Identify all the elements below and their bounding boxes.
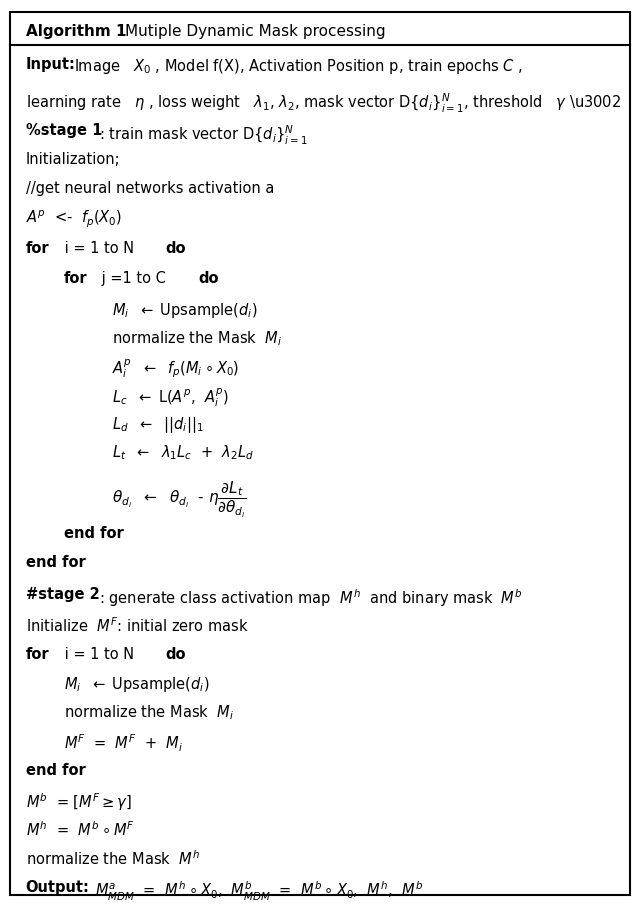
Text: $M_{MDM}^{a}$  =  $M^h \circ X_0$,  $M_{MDM}^{b}$  =  $M^b \circ X_0$,  $M^h$,  : $M_{MDM}^{a}$ = $M^h \circ X_0$, $M_{MDM… [95,880,423,902]
Text: for: for [26,647,49,661]
Text: $M_i$  $\leftarrow$ Upsample$(d_i)$: $M_i$ $\leftarrow$ Upsample$(d_i)$ [112,301,258,320]
Text: : train mask vector D$\{d_i\}_{i=1}^{N}$: : train mask vector D$\{d_i\}_{i=1}^{N}$ [99,123,308,147]
Text: learning rate   $\eta$ , loss weight   $\lambda_1$, $\lambda_2$, mask vector D$\: learning rate $\eta$ , loss weight $\lam… [26,92,621,115]
Text: $A^p$  <-  $f_p(X_0)$: $A^p$ <- $f_p(X_0)$ [26,209,122,230]
Text: $M^F$  =  $M^F$  +  $M_i$: $M^F$ = $M^F$ + $M_i$ [64,732,183,754]
Text: Output:: Output: [26,880,90,894]
Text: do: do [198,271,219,286]
Text: do: do [165,241,186,256]
Text: end for: end for [64,525,124,541]
Text: Initialization;: Initialization; [26,152,120,167]
Text: $A_i^p$  $\leftarrow$  $f_p(M_i \circ X_0)$: $A_i^p$ $\leftarrow$ $f_p(M_i \circ X_0)… [112,358,239,381]
Text: $M_i$  $\leftarrow$ Upsample$(d_i)$: $M_i$ $\leftarrow$ Upsample$(d_i)$ [64,675,210,694]
Text: Image   $X_0$ , Model f(X), Activation Position p, train epochs $C$ ,: Image $X_0$ , Model f(X), Activation Pos… [74,57,523,76]
Text: do: do [165,647,186,661]
Text: end for: end for [26,555,85,570]
Text: Input:: Input: [26,57,76,72]
FancyBboxPatch shape [10,12,630,895]
Text: $M^b$  = $[M^F \geq \gamma]$: $M^b$ = $[M^F \geq \gamma]$ [26,792,131,814]
Text: //get neural networks activation a: //get neural networks activation a [26,180,274,196]
Text: Mutiple Dynamic Mask processing: Mutiple Dynamic Mask processing [125,24,385,39]
Text: $L_t$  $\leftarrow$  $\lambda_1 L_c$  +  $\lambda_2 L_d$: $L_t$ $\leftarrow$ $\lambda_1 L_c$ + $\l… [112,444,254,462]
Text: $L_d$  $\leftarrow$  $||d_i||_1$: $L_d$ $\leftarrow$ $||d_i||_1$ [112,415,204,435]
Text: #stage 2: #stage 2 [26,587,99,602]
Text: normalize the Mask  $M_i$: normalize the Mask $M_i$ [64,704,234,722]
Text: : generate class activation map  $M^h$  and binary mask  $M^b$: : generate class activation map $M^h$ an… [99,587,523,609]
Text: Initialize  $M^F$: initial zero mask: Initialize $M^F$: initial zero mask [26,616,248,634]
Text: normalize the Mask  $M^h$: normalize the Mask $M^h$ [26,849,200,868]
Text: for: for [64,271,88,286]
Text: i = 1 to N: i = 1 to N [60,647,138,661]
Text: %stage 1: %stage 1 [26,123,102,139]
Text: $L_c$  $\leftarrow$ L$(A^p$,  $A_i^p)$: $L_c$ $\leftarrow$ L$(A^p$, $A_i^p)$ [112,386,228,409]
Text: for: for [26,241,49,256]
Text: $\theta_{d_i}$  $\leftarrow$  $\theta_{d_i}$  - $\eta\dfrac{\partial L_t}{\parti: $\theta_{d_i}$ $\leftarrow$ $\theta_{d_i… [112,480,246,520]
Text: end for: end for [26,763,85,778]
Text: j =1 to C: j =1 to C [97,271,171,286]
Text: normalize the Mask  $M_i$: normalize the Mask $M_i$ [112,329,282,348]
Text: i = 1 to N: i = 1 to N [60,241,138,256]
Text: $M^h$  =  $M^b \circ M^F$: $M^h$ = $M^b \circ M^F$ [26,820,134,839]
Text: Algorithm 1: Algorithm 1 [26,24,126,39]
